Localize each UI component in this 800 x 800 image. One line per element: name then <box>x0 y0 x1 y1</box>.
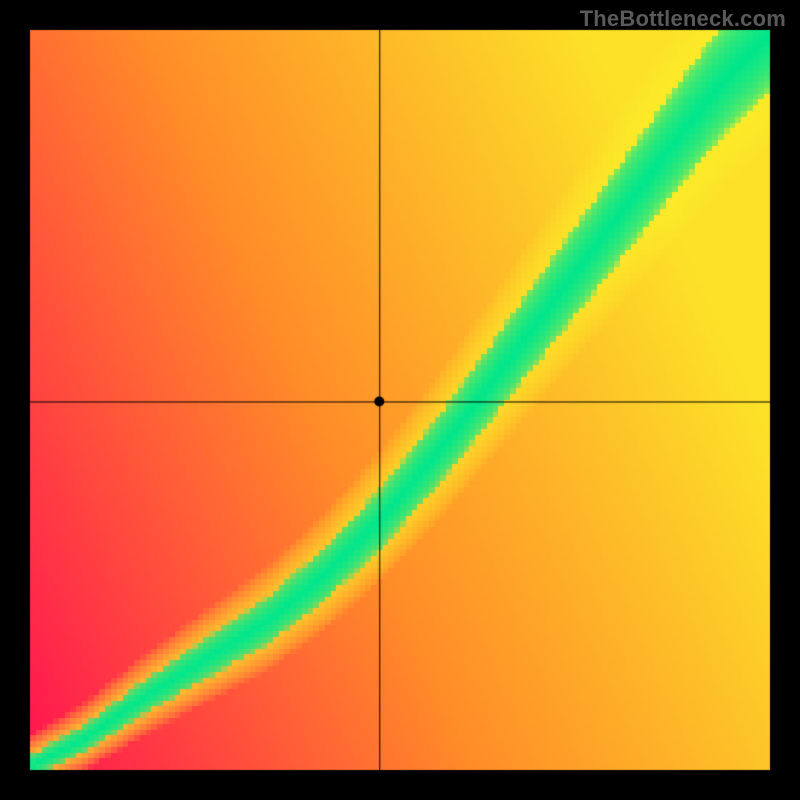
watermark-text: TheBottleneck.com <box>580 6 786 32</box>
chart-container: TheBottleneck.com <box>0 0 800 800</box>
bottleneck-heatmap <box>0 0 800 800</box>
